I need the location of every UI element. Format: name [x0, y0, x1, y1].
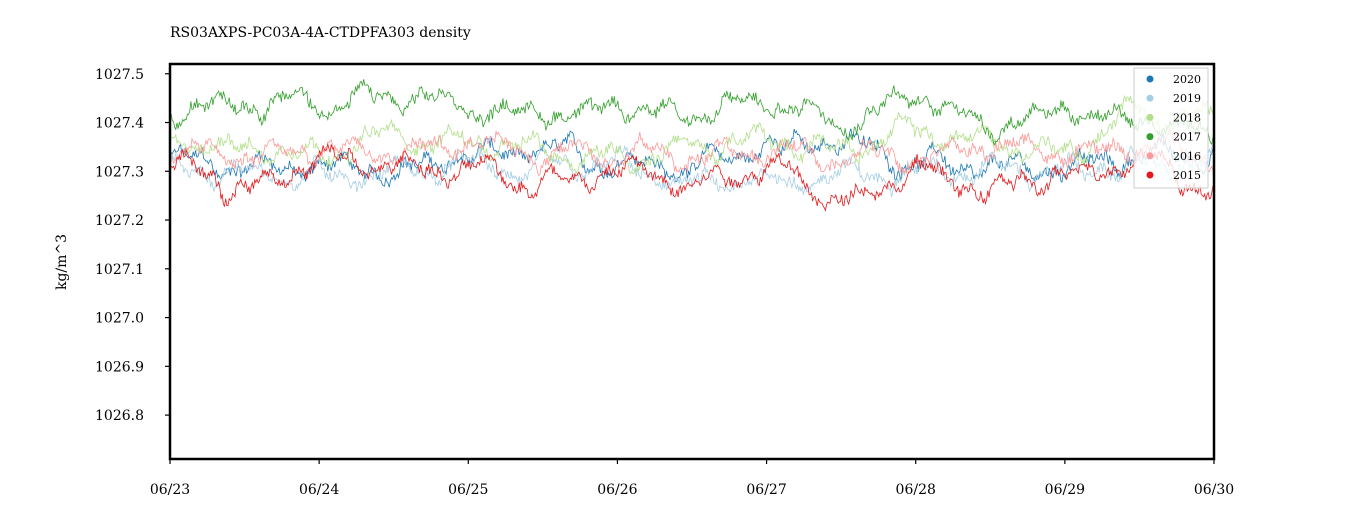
y-tick-label: 1027.4: [95, 116, 144, 132]
series-line-2015: [169, 142, 1215, 212]
y-tick-label: 1027.3: [95, 164, 144, 180]
series-line-2016: [169, 127, 1215, 178]
legend-marker-2016: [1146, 152, 1154, 160]
y-tick-label: 1027.0: [95, 311, 144, 327]
x-tick-label: 06/27: [746, 482, 786, 498]
legend-label-2018: 2018: [1173, 111, 1201, 124]
x-tick-label: 06/30: [1194, 482, 1234, 498]
series-line-2020: [169, 128, 1215, 188]
legend-marker-2017: [1146, 133, 1154, 141]
x-tick-label: 06/29: [1045, 482, 1085, 498]
y-tick-label: 1027.5: [95, 67, 144, 83]
legend: 2020 2019 2018 2017 2016 2015: [1133, 67, 1209, 189]
y-tick-label: 1026.9: [95, 359, 144, 375]
legend-frame: [1133, 67, 1209, 189]
x-tick-label: 06/23: [150, 482, 190, 498]
legend-marker-2020: [1146, 75, 1154, 83]
series-line-2017: [169, 79, 1215, 146]
x-tick-label: 06/26: [597, 482, 637, 498]
legend-label-2016: 2016: [1173, 150, 1201, 163]
series-layer: [169, 79, 1215, 212]
legend-marker-2018: [1146, 113, 1154, 121]
x-axis: 06/23 06/24 06/25 06/26 06/27 06/28 06/29 06/30: [150, 459, 1234, 498]
y-tick-label: 1027.2: [95, 213, 144, 229]
legend-label-2019: 2019: [1173, 92, 1201, 105]
chart-title: RS03AXPS-PC03A-4A-CTDPFA303 density: [170, 25, 471, 41]
y-tick-label: 1027.1: [95, 262, 144, 278]
y-axis: 1026.8 1026.9 1027.0 1027.1 1027.2 1027.3 1027…: [95, 67, 170, 424]
y-tick-label: 1026.8: [95, 408, 144, 424]
series-line-2019: [169, 142, 1215, 197]
legend-marker-2019: [1146, 94, 1154, 102]
legend-label-2020: 2020: [1173, 73, 1201, 86]
x-tick-label: 06/24: [299, 482, 339, 498]
legend-marker-2015: [1146, 171, 1154, 179]
plot-frame: [168, 62, 1216, 461]
y-axis-label: kg/m^3: [54, 234, 70, 290]
x-tick-label: 06/25: [448, 482, 488, 498]
legend-label-2015: 2015: [1173, 169, 1201, 182]
legend-label-2017: 2017: [1173, 131, 1201, 144]
x-tick-label: 06/28: [896, 482, 936, 498]
